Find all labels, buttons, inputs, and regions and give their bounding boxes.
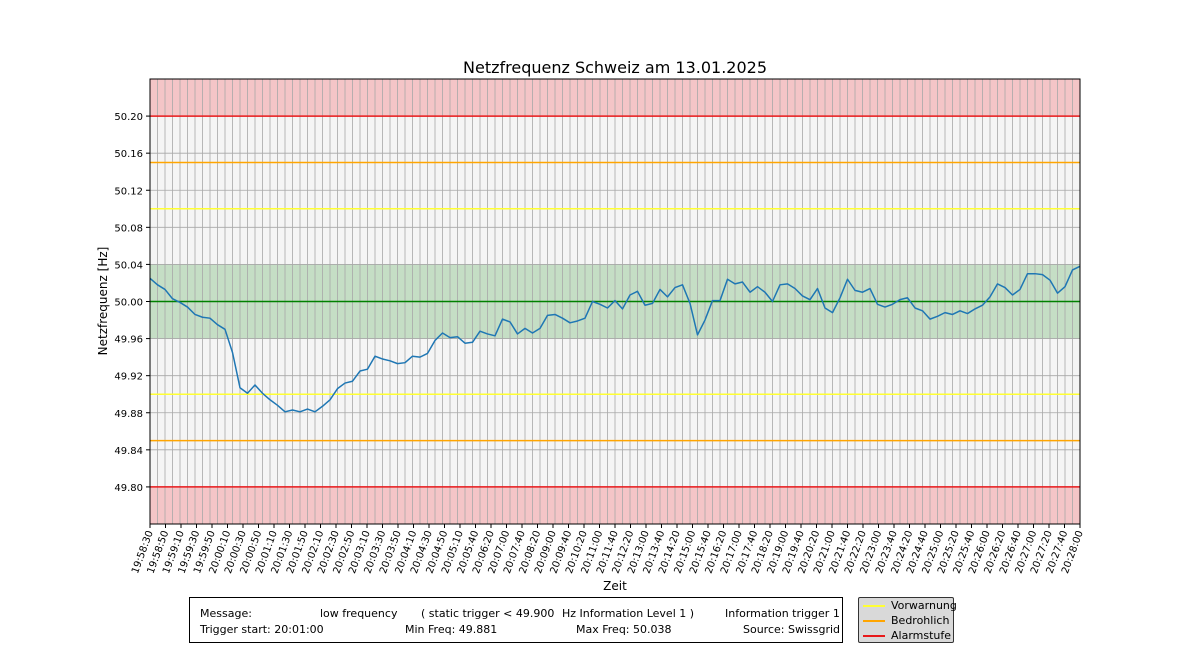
y-tick-label: 49.84	[114, 446, 143, 457]
min-freq: Min Freq: 49.881	[405, 623, 498, 636]
legend-swatch-vorwarnung	[863, 605, 885, 607]
y-tick-label: 50.16	[114, 149, 143, 160]
x-axis: 19:58:3019:58:5019:59:1019:59:3019:59:50…	[130, 524, 1086, 575]
message-label: Message:	[200, 607, 252, 620]
y-tick-label: 49.88	[114, 409, 143, 420]
message-value: low frequency	[320, 607, 398, 620]
legend-label-vorwarnung: Vorwarnung	[891, 599, 957, 612]
y-tick-label: 50.00	[114, 298, 143, 309]
legend: Vorwarnung Bedrohlich Alarmstufe	[858, 597, 957, 643]
frequency-series	[149, 265, 1081, 413]
y-tick-label: 49.92	[114, 372, 143, 383]
max-freq: Max Freq: 50.038	[576, 623, 672, 636]
information-trigger: Information trigger 1	[725, 607, 840, 620]
y-tick-label: 49.80	[114, 483, 143, 494]
trigger-text: ( static trigger < 49.900	[421, 607, 555, 620]
legend-label-alarmstufe: Alarmstufe	[891, 629, 952, 642]
source: Source: Swissgrid	[743, 623, 841, 636]
chart-title: Netzfrequenz Schweiz am 13.01.2025	[463, 58, 767, 77]
legend-swatch-bedrohlich	[863, 620, 885, 622]
level-text: Hz Information Level 1 )	[562, 607, 695, 620]
y-axis-label: Netzfrequenz [Hz]	[96, 247, 110, 356]
series-line-0	[149, 265, 1081, 413]
y-tick-label: 49.96	[114, 335, 143, 346]
y-tick-label: 50.04	[114, 260, 143, 271]
x-axis-label: Zeit	[603, 579, 627, 593]
trigger-start: Trigger start: 20:01:00	[200, 623, 324, 636]
legend-label-bedrohlich: Bedrohlich	[891, 614, 950, 627]
y-tick-label: 50.08	[114, 223, 143, 234]
y-axis: 49.80 49.84 49.88 49.92 49.96 50.00 50.04 50.08…	[114, 112, 150, 494]
frequency-chart: Netzfrequenz Schweiz am 13.01.2025 49.80…	[96, 58, 1086, 593]
legend-swatch-alarmstufe	[863, 635, 885, 637]
y-tick-label: 50.20	[114, 112, 143, 123]
trigger-info-box: Message: low frequency ( static trigger …	[189, 597, 843, 643]
y-tick-label: 50.12	[114, 186, 143, 197]
